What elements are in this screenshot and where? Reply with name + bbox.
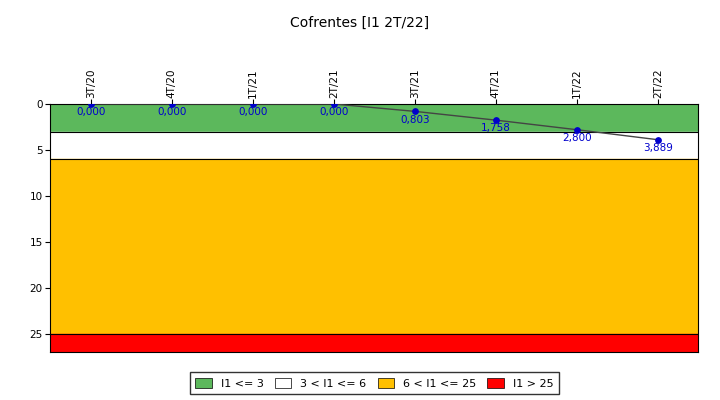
Text: Cofrentes [I1 2T/22]: Cofrentes [I1 2T/22]: [290, 16, 430, 30]
Point: [247, 101, 258, 107]
Bar: [50, 334, 698, 352]
Point: [490, 117, 502, 123]
Bar: [50, 159, 698, 334]
Point: [409, 108, 420, 114]
Bar: [50, 104, 698, 132]
Text: 2,800: 2,800: [562, 133, 592, 143]
Text: 3,889: 3,889: [643, 143, 672, 153]
Text: 0,000: 0,000: [76, 107, 106, 117]
Point: [85, 101, 96, 107]
Point: [166, 101, 178, 107]
Point: [328, 101, 340, 107]
Point: [652, 136, 664, 143]
Text: 1,758: 1,758: [481, 123, 510, 133]
Bar: [50, 132, 698, 159]
Legend: I1 <= 3, 3 < I1 <= 6, 6 < I1 <= 25, I1 > 25: I1 <= 3, 3 < I1 <= 6, 6 < I1 <= 25, I1 >…: [189, 372, 559, 394]
Text: 0,803: 0,803: [400, 114, 430, 124]
Text: 0,000: 0,000: [157, 107, 186, 117]
Text: 0,000: 0,000: [238, 107, 268, 117]
Text: 0,000: 0,000: [319, 107, 348, 117]
Point: [571, 126, 582, 133]
